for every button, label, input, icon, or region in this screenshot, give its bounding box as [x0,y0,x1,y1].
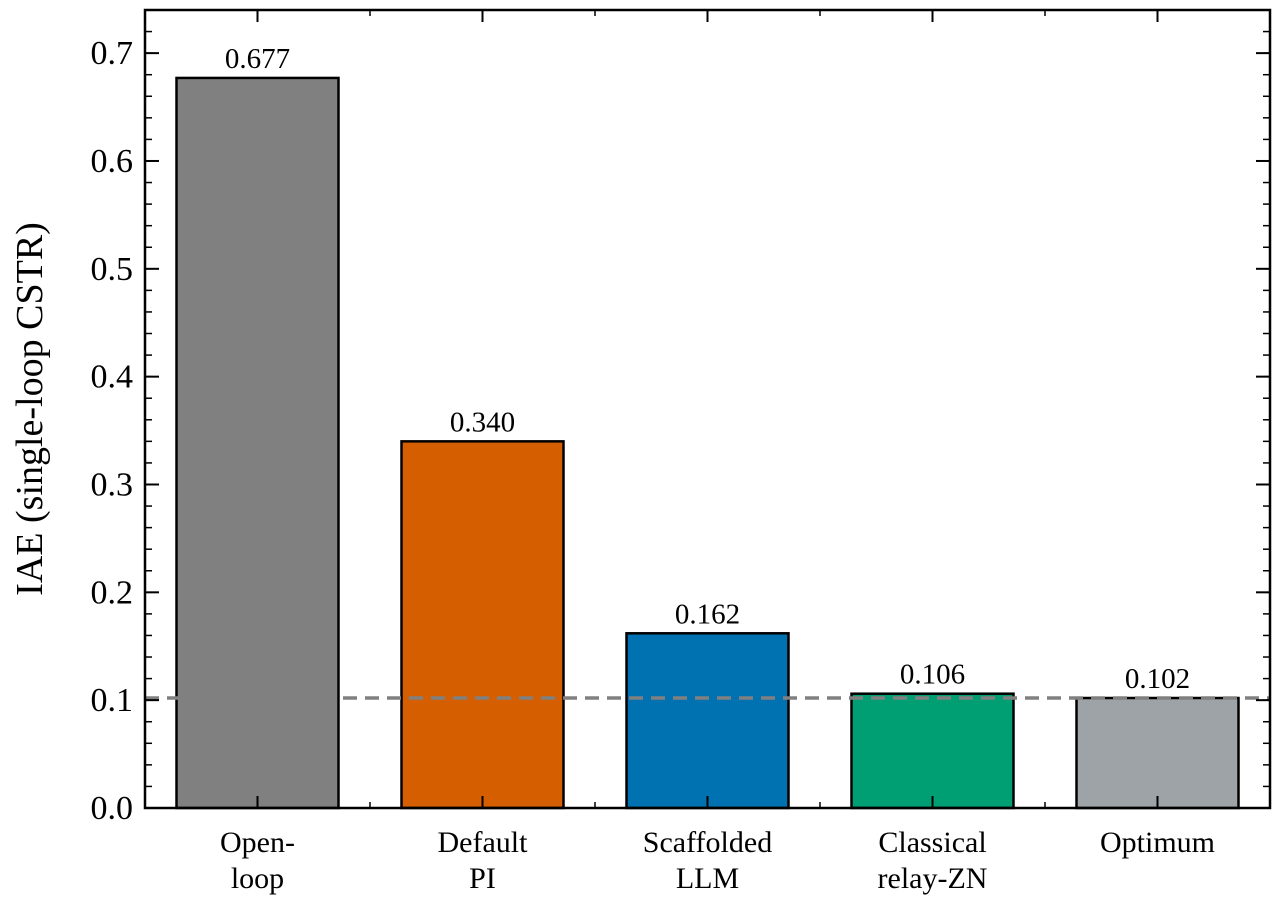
data-label-0: 0.677 [225,43,290,75]
data-label-3: 0.106 [900,659,965,691]
data-label-4: 0.102 [1125,663,1190,695]
bar-3 [850,692,1015,810]
data-label-1: 0.340 [450,406,515,438]
category-label-1-0: Default [438,826,529,859]
y-tick-label-4: 0.4 [91,359,134,396]
y-tick-label-7: 0.7 [91,35,134,72]
y-tick-label-2: 0.2 [91,574,134,611]
category-label-3-0: Classical [878,826,986,859]
y-tick-label-6: 0.6 [91,143,134,180]
bar-1 [400,440,565,810]
y-tick-label-5: 0.5 [91,251,134,288]
bar-0 [175,76,340,810]
axis-layer [143,8,1272,810]
category-label-1-1: PI [469,862,496,895]
bar-2 [625,632,790,810]
category-label-0-0: Open- [220,826,295,859]
category-label-3-1: relay-ZN [878,862,988,895]
bars-layer [175,76,1240,810]
category-label-4-0: Optimum [1100,826,1215,859]
y-tick-label-3: 0.3 [91,466,134,503]
bar-4 [1075,696,1240,810]
category-label-2-0: Scaffolded [643,826,772,859]
y-tick-label-1: 0.1 [91,682,134,719]
y-tick-label-0: 0.0 [91,790,134,827]
plot-frame [143,8,1272,810]
y-axis-title: IAE (single-loop CSTR) [9,222,51,596]
category-label-2-1: LLM [676,862,739,895]
data-label-2: 0.162 [675,598,740,630]
category-label-0-1: loop [231,862,284,895]
